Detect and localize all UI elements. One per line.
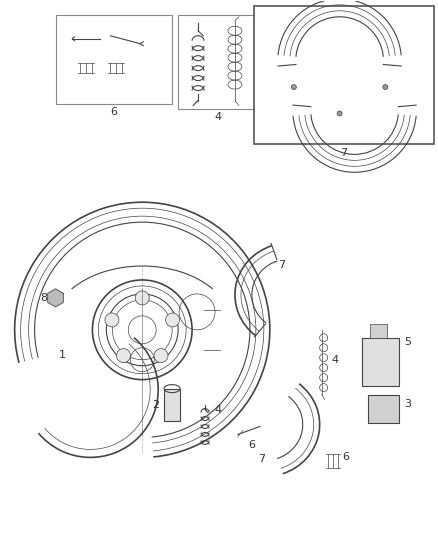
Text: 4: 4 bbox=[331, 354, 338, 365]
Circle shape bbox=[117, 349, 131, 362]
Bar bbox=[361, 338, 399, 385]
Text: 6: 6 bbox=[248, 440, 255, 450]
Circle shape bbox=[135, 291, 149, 305]
Bar bbox=[178, 15, 258, 109]
Text: 3: 3 bbox=[404, 399, 411, 409]
Text: 2: 2 bbox=[152, 400, 159, 409]
Text: 7: 7 bbox=[258, 455, 265, 464]
Circle shape bbox=[166, 313, 180, 327]
Text: 5: 5 bbox=[404, 337, 411, 347]
Text: 6: 6 bbox=[342, 453, 349, 463]
Bar bbox=[164, 389, 180, 421]
Text: 8: 8 bbox=[40, 293, 47, 303]
Text: 4: 4 bbox=[215, 112, 222, 123]
Bar bbox=[56, 15, 172, 103]
Polygon shape bbox=[48, 289, 63, 307]
Circle shape bbox=[291, 85, 297, 90]
Bar bbox=[254, 6, 434, 144]
Circle shape bbox=[105, 313, 119, 327]
Text: 4: 4 bbox=[215, 405, 222, 415]
Text: 7: 7 bbox=[278, 260, 286, 270]
Bar bbox=[370, 324, 388, 338]
Text: 1: 1 bbox=[59, 350, 66, 360]
Circle shape bbox=[383, 85, 388, 90]
Circle shape bbox=[154, 349, 168, 362]
Text: 6: 6 bbox=[110, 108, 117, 117]
Circle shape bbox=[337, 111, 342, 116]
Text: 7: 7 bbox=[340, 148, 347, 158]
Bar bbox=[367, 394, 399, 423]
